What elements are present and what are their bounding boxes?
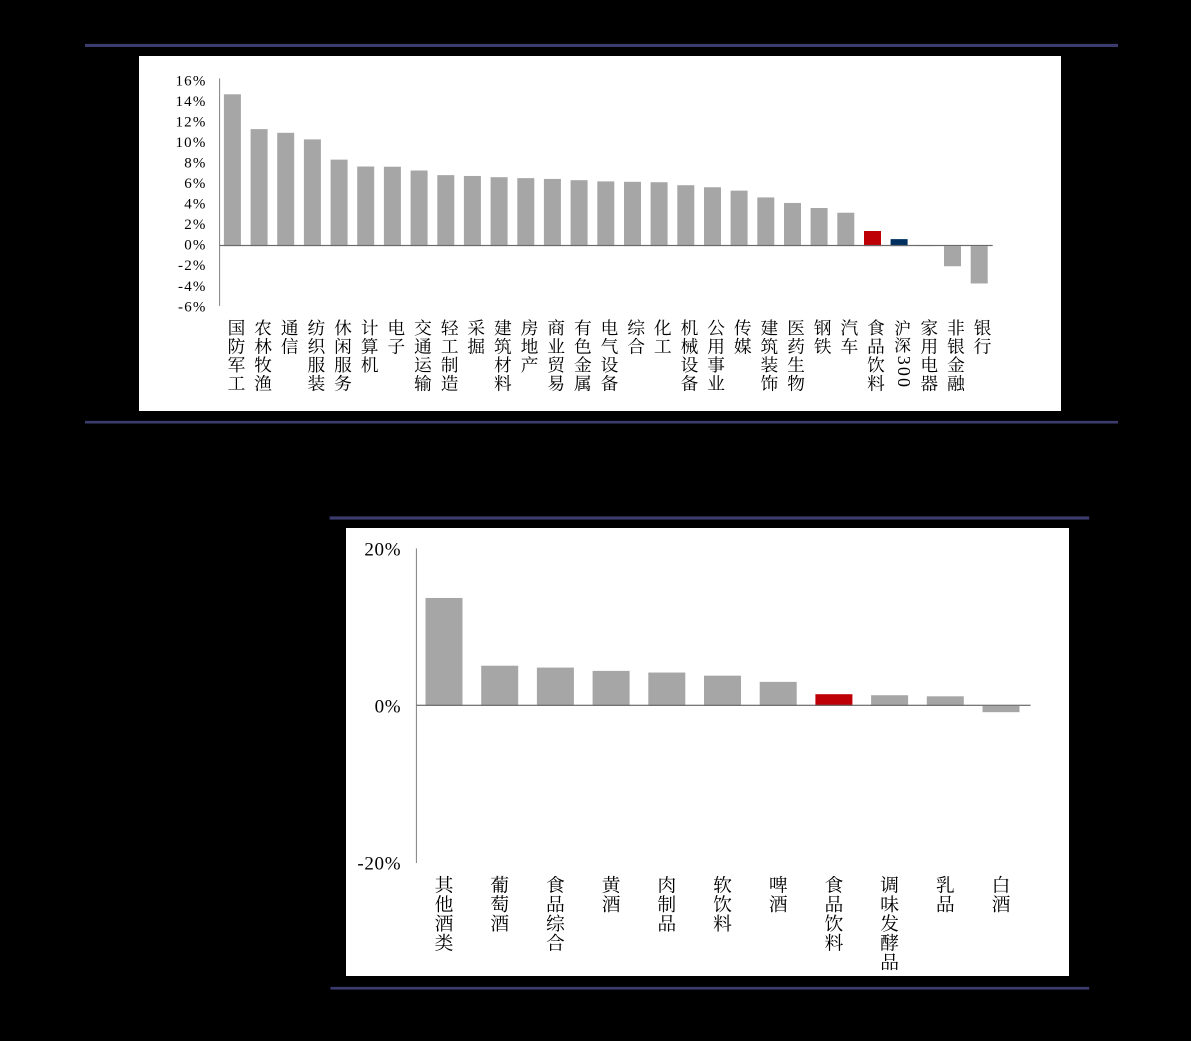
svg-text:8%: 8% — [184, 156, 206, 172]
svg-text:4%: 4% — [184, 197, 206, 213]
svg-text:-6%: -6% — [178, 299, 207, 315]
svg-text:-4%: -4% — [178, 279, 207, 295]
svg-text:6%: 6% — [184, 176, 206, 192]
svg-text:0%: 0% — [375, 697, 402, 718]
svg-text:0: 0 — [894, 378, 914, 387]
svg-text:-2%: -2% — [178, 258, 207, 274]
svg-text:16%: 16% — [175, 73, 206, 89]
svg-text:-20%: -20% — [357, 854, 401, 875]
svg-text:0%: 0% — [184, 238, 206, 254]
svg-text:20%: 20% — [364, 540, 401, 561]
svg-text:3: 3 — [894, 356, 914, 365]
svg-text:0: 0 — [894, 367, 914, 376]
svg-text:14%: 14% — [175, 94, 206, 110]
svg-text:10%: 10% — [175, 135, 206, 151]
svg-text:12%: 12% — [175, 115, 206, 131]
svg-text:2%: 2% — [184, 217, 206, 233]
